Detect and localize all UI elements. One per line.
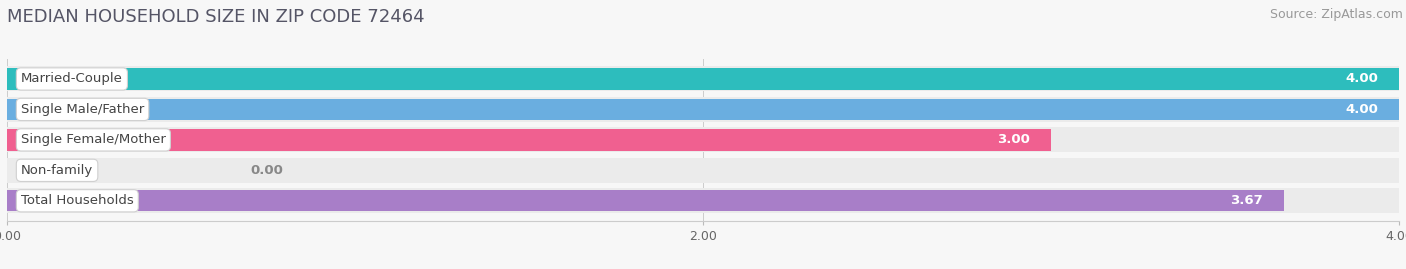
Text: Source: ZipAtlas.com: Source: ZipAtlas.com (1270, 8, 1403, 21)
Text: Single Male/Father: Single Male/Father (21, 103, 145, 116)
Bar (7, 68, 1399, 90)
Bar (7, 158, 1399, 183)
Bar (7, 99, 1399, 120)
Text: 4.00: 4.00 (1346, 72, 1378, 86)
Bar (7, 128, 1399, 152)
Bar (7, 129, 1050, 151)
Text: 4.00: 4.00 (1346, 103, 1378, 116)
Text: MEDIAN HOUSEHOLD SIZE IN ZIP CODE 72464: MEDIAN HOUSEHOLD SIZE IN ZIP CODE 72464 (7, 8, 425, 26)
Text: Total Households: Total Households (21, 194, 134, 207)
Text: 0.00: 0.00 (250, 164, 284, 177)
Text: 3.00: 3.00 (997, 133, 1031, 146)
Bar (7, 188, 1399, 213)
Bar (7, 190, 1284, 211)
Text: Single Female/Mother: Single Female/Mother (21, 133, 166, 146)
Text: Non-family: Non-family (21, 164, 93, 177)
Bar (7, 66, 1399, 91)
Text: 3.67: 3.67 (1230, 194, 1263, 207)
Text: Married-Couple: Married-Couple (21, 72, 122, 86)
Bar (7, 97, 1399, 122)
